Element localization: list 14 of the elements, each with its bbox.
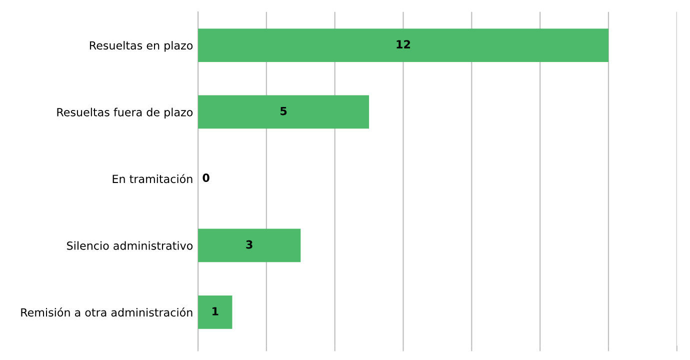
data-label: 1 [212,307,218,316]
data-label: 12 [396,40,410,48]
data-label: 3 [246,240,252,249]
bar [198,228,301,262]
y-tick-label: Resueltas fuera de plazo [57,108,193,119]
bar [198,28,608,62]
y-tick-label: Silencio administrativo [67,241,193,250]
y-tick-label: Remisión a otra administración [21,308,192,317]
bar [198,95,370,129]
y-tick-label: Resueltas en plazo [90,41,193,52]
y-tick-label: En tramitación [112,174,192,184]
data-label: 5 [280,106,287,116]
bar [198,296,232,329]
data-label: 0 [202,174,210,182]
